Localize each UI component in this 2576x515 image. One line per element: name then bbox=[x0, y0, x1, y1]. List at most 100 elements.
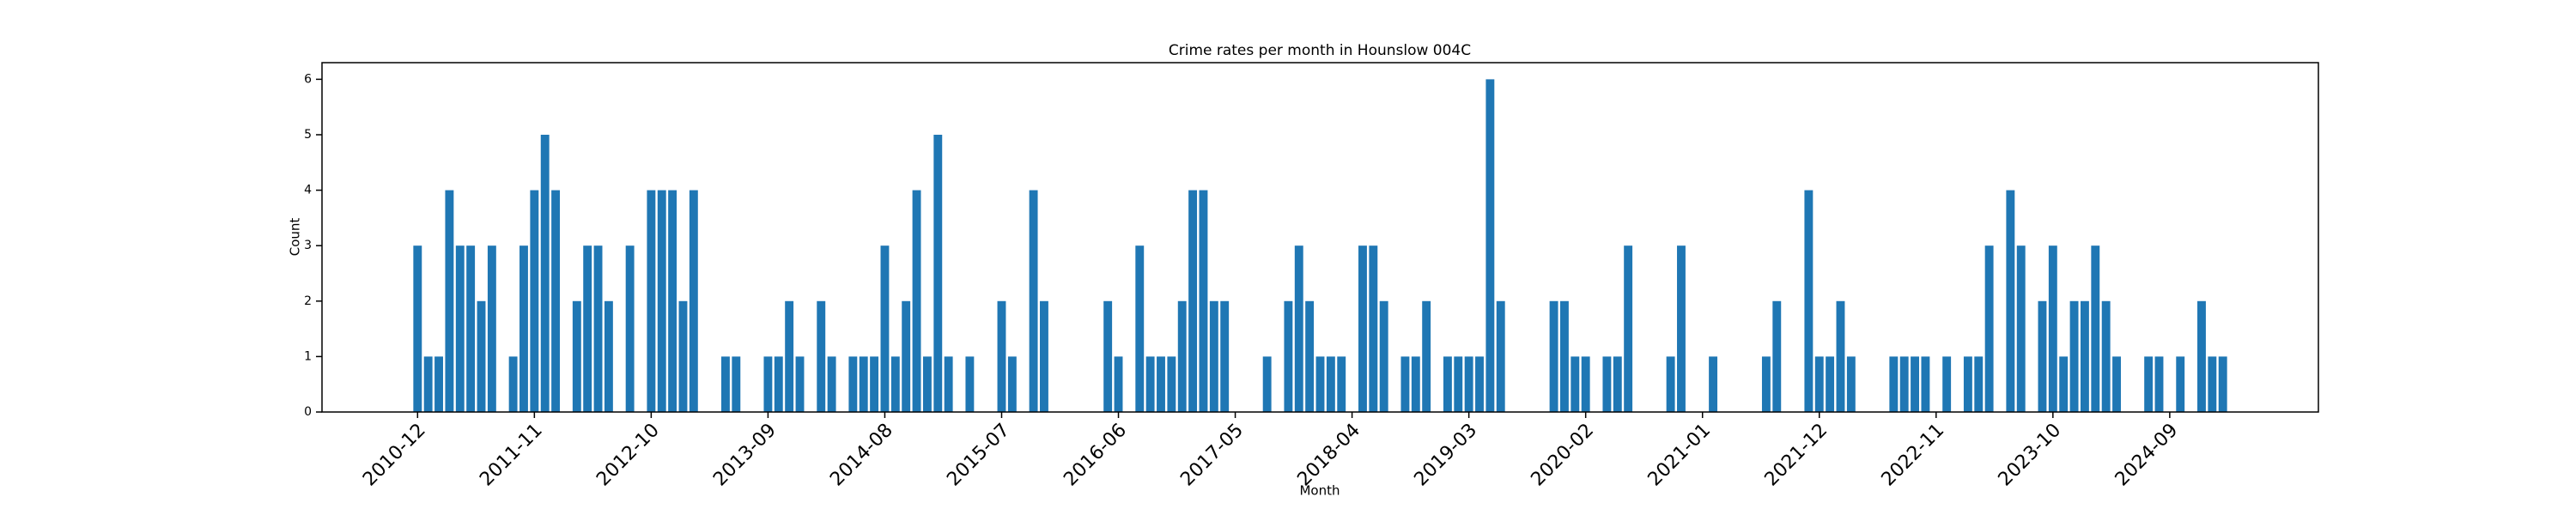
x-tick-label: 2021-01 bbox=[1644, 420, 1716, 491]
bar bbox=[870, 356, 879, 412]
bar bbox=[763, 356, 773, 412]
x-tick-label: 2015-07 bbox=[943, 420, 1014, 491]
x-axis-label: Month bbox=[1299, 483, 1340, 499]
x-tick-label: 2021-12 bbox=[1761, 420, 1832, 491]
bar bbox=[1220, 300, 1230, 412]
bar bbox=[540, 134, 550, 412]
bar bbox=[1135, 245, 1145, 412]
bar bbox=[933, 134, 943, 412]
bar bbox=[1188, 190, 1198, 413]
plot-frame bbox=[321, 62, 2319, 413]
bar bbox=[1040, 300, 1048, 412]
x-tick-label: 2016-06 bbox=[1060, 420, 1131, 491]
bar bbox=[774, 356, 783, 412]
bar bbox=[466, 245, 476, 412]
bar bbox=[1549, 300, 1558, 412]
bar bbox=[1411, 356, 1420, 412]
bar bbox=[890, 356, 900, 412]
bar bbox=[1889, 356, 1899, 412]
x-tick-label: 2018-04 bbox=[1293, 420, 1364, 491]
y-axis-label: Count bbox=[288, 218, 303, 257]
bar bbox=[1262, 356, 1272, 412]
y-tick-label: 6 bbox=[304, 72, 312, 86]
bar bbox=[1826, 356, 1835, 412]
bar bbox=[2006, 190, 2015, 413]
bar bbox=[2059, 356, 2069, 412]
bar bbox=[1581, 356, 1590, 412]
bar bbox=[1559, 300, 1569, 412]
bar bbox=[1624, 245, 1633, 412]
bar bbox=[1846, 356, 1856, 412]
bar bbox=[2144, 356, 2154, 412]
bar bbox=[1496, 300, 1505, 412]
bar bbox=[519, 245, 528, 412]
x-tick-label: 2011-11 bbox=[476, 420, 547, 491]
bar bbox=[1369, 245, 1378, 412]
bar bbox=[2197, 300, 2206, 412]
bar bbox=[1177, 300, 1187, 412]
bar bbox=[880, 245, 890, 412]
bar bbox=[1464, 356, 1473, 412]
bar bbox=[944, 356, 953, 412]
bar bbox=[1209, 300, 1218, 412]
bar bbox=[668, 190, 677, 413]
bar bbox=[795, 356, 805, 412]
y-tick-label: 4 bbox=[304, 184, 312, 197]
bar bbox=[1963, 356, 1972, 412]
bar bbox=[1772, 300, 1782, 412]
x-tick-label: 2022-11 bbox=[1878, 420, 1949, 491]
bar bbox=[1284, 300, 1293, 412]
bar bbox=[732, 356, 741, 412]
bar bbox=[2069, 300, 2079, 412]
bar bbox=[508, 356, 518, 412]
bar bbox=[1145, 356, 1155, 412]
bar bbox=[1167, 356, 1176, 412]
bar bbox=[1400, 356, 1410, 412]
bar bbox=[1984, 245, 1994, 412]
bar bbox=[530, 190, 539, 413]
bar bbox=[423, 356, 433, 412]
bar bbox=[817, 300, 826, 412]
bar bbox=[2112, 356, 2121, 412]
bar bbox=[455, 245, 465, 412]
bar bbox=[1305, 300, 1315, 412]
bar bbox=[657, 190, 666, 413]
bar bbox=[1114, 356, 1123, 412]
bar bbox=[1326, 356, 1335, 412]
bar bbox=[2218, 356, 2227, 412]
x-tick-label: 2010-12 bbox=[359, 420, 430, 491]
bar bbox=[1007, 356, 1017, 412]
bar bbox=[1029, 190, 1038, 413]
bar bbox=[1379, 300, 1388, 412]
y-tick-label: 5 bbox=[304, 128, 312, 142]
bar bbox=[1804, 190, 1814, 413]
bar bbox=[1358, 245, 1367, 412]
bar bbox=[1709, 356, 1718, 412]
bar bbox=[1761, 356, 1771, 412]
bar bbox=[2038, 300, 2047, 412]
bar bbox=[593, 245, 603, 412]
bar bbox=[2091, 245, 2100, 412]
bar bbox=[583, 245, 592, 412]
bar bbox=[572, 300, 581, 412]
bar bbox=[2176, 356, 2185, 412]
bar bbox=[1454, 356, 1463, 412]
bar bbox=[678, 300, 688, 412]
bar bbox=[2080, 300, 2089, 412]
bar bbox=[721, 356, 730, 412]
bar bbox=[997, 300, 1006, 412]
y-tick-label: 1 bbox=[304, 349, 312, 363]
bar bbox=[604, 300, 613, 412]
bar bbox=[1315, 356, 1325, 412]
x-tick-label: 2012-10 bbox=[592, 420, 664, 491]
bar bbox=[625, 245, 635, 412]
x-tick-label: 2014-08 bbox=[826, 420, 897, 491]
bar bbox=[1199, 190, 1208, 413]
bar bbox=[1337, 356, 1346, 412]
bar bbox=[2016, 245, 2026, 412]
bar bbox=[2154, 356, 2164, 412]
bar bbox=[689, 190, 698, 413]
bar bbox=[1443, 356, 1452, 412]
bar bbox=[1475, 356, 1484, 412]
